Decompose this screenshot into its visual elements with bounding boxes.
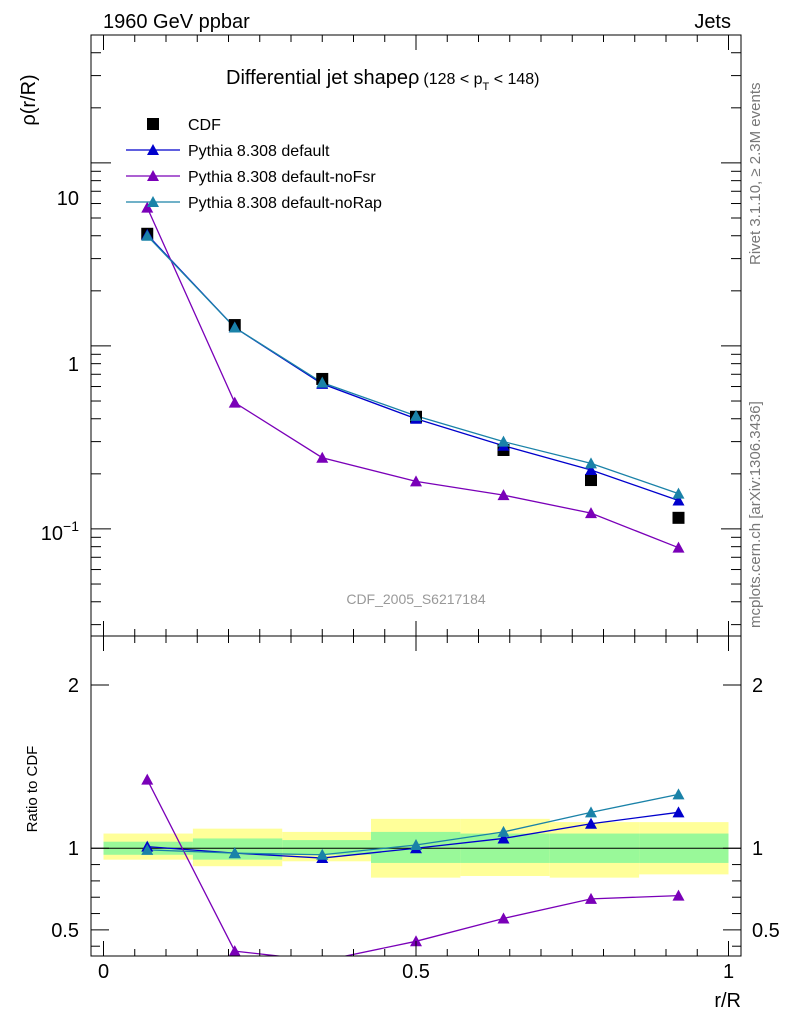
legend: CDF Pythia 8.308 default Pythia 8.308 defa… xyxy=(126,117,382,212)
ratio-data-point xyxy=(585,806,597,818)
legend-label: Pythia 8.308 default xyxy=(188,143,330,160)
ratio-plot-panel: 0 0.5 1 0.5 0.5 1 1 2 2 Ratio to CDF r/R xyxy=(24,635,780,1012)
header-right: Jets xyxy=(694,11,731,33)
analysis-watermark: CDF_2005_S6217184 xyxy=(346,591,486,607)
ratio-data-point xyxy=(410,838,422,850)
ytick-label-1: 1 xyxy=(68,354,79,376)
series-line xyxy=(146,234,679,502)
ratio-data-point xyxy=(585,892,597,904)
ratio-ytick-label-left: 1 xyxy=(68,838,79,860)
data-point-triangle xyxy=(672,494,685,506)
ratio-data-point xyxy=(497,832,510,844)
data-point-triangle xyxy=(141,201,154,213)
ratio-ytick-label-left: 0.5 xyxy=(51,920,79,942)
plot-title: Differential jet shapeρ (128 < pT < 148) xyxy=(226,67,540,93)
data-point-triangle xyxy=(497,489,510,501)
ratio-ytick-label-left: 2 xyxy=(68,675,79,697)
ytick-label-0.1: 10−1 xyxy=(41,518,79,545)
ratio-data-point xyxy=(497,912,510,924)
ratio-data-point xyxy=(228,847,241,859)
side-label-top: Rivet 3.1.10, ≥ 2.3M events xyxy=(747,83,764,266)
header-left: 1960 GeV ppbar xyxy=(103,11,250,33)
legend-label: Pythia 8.308 default-noFsr xyxy=(188,169,376,186)
ratio-data-point xyxy=(672,788,685,800)
xtick-label: 0 xyxy=(98,961,109,983)
ratio-data-point xyxy=(321,954,323,956)
x-axis-label: r/R xyxy=(714,990,741,1012)
data-point-triangle xyxy=(672,541,685,553)
ytick-label-10: 10 xyxy=(57,188,79,210)
top-y-axis-label: ρ(r/R) xyxy=(18,74,40,125)
data-point-triangle xyxy=(316,451,329,463)
ratio-data-point xyxy=(497,825,510,837)
data-point-triangle xyxy=(410,475,422,487)
data-point-triangle xyxy=(228,396,241,408)
legend-label: Pythia 8.308 default-noRap xyxy=(188,195,382,212)
legend-marker xyxy=(147,144,159,155)
ratio-data-point xyxy=(672,806,685,818)
ratio-ytick-label-right: 0.5 xyxy=(752,920,780,942)
ratio-ytick-label-right: 1 xyxy=(752,838,763,860)
data-point-triangle xyxy=(228,321,241,333)
ratio-ytick-label-right: 2 xyxy=(752,675,763,697)
data-point-triangle xyxy=(585,507,597,519)
ratio-data-point xyxy=(585,817,597,829)
ratio-data-point xyxy=(228,945,241,956)
series-line xyxy=(146,235,679,495)
ratio-data-point xyxy=(410,935,422,947)
data-point-triangle xyxy=(141,229,154,241)
legend-marker xyxy=(147,196,159,207)
legend-marker xyxy=(147,170,159,181)
xtick-label: 0.5 xyxy=(402,961,430,983)
ratio-data-point xyxy=(316,848,329,860)
data-point-triangle xyxy=(316,376,329,388)
data-point-square xyxy=(585,474,597,487)
bottom-frame xyxy=(90,635,742,957)
series-line xyxy=(146,207,679,549)
data-point-triangle xyxy=(410,409,422,421)
data-point-triangle xyxy=(585,457,597,469)
ratio-data-point xyxy=(141,843,154,855)
ratio-data-point xyxy=(672,889,685,901)
legend-marker xyxy=(147,118,159,130)
data-point-square xyxy=(672,511,685,524)
data-point-triangle xyxy=(672,487,685,499)
ratio-y-axis-label: Ratio to CDF xyxy=(24,746,41,833)
xtick-label: 1 xyxy=(723,961,734,983)
ratio-data-point xyxy=(141,773,154,785)
side-label-bottom: mcplots.cern.ch [arXiv:1306.3436] xyxy=(747,401,764,628)
legend-label: CDF xyxy=(188,117,221,134)
main-plot-panel: ρ(r/R) 10 1 10−1 Differential jet shapeρ… xyxy=(18,34,742,637)
uncertainty-band-green xyxy=(282,840,371,855)
data-point-triangle xyxy=(585,463,597,475)
data-point-triangle xyxy=(497,435,510,447)
